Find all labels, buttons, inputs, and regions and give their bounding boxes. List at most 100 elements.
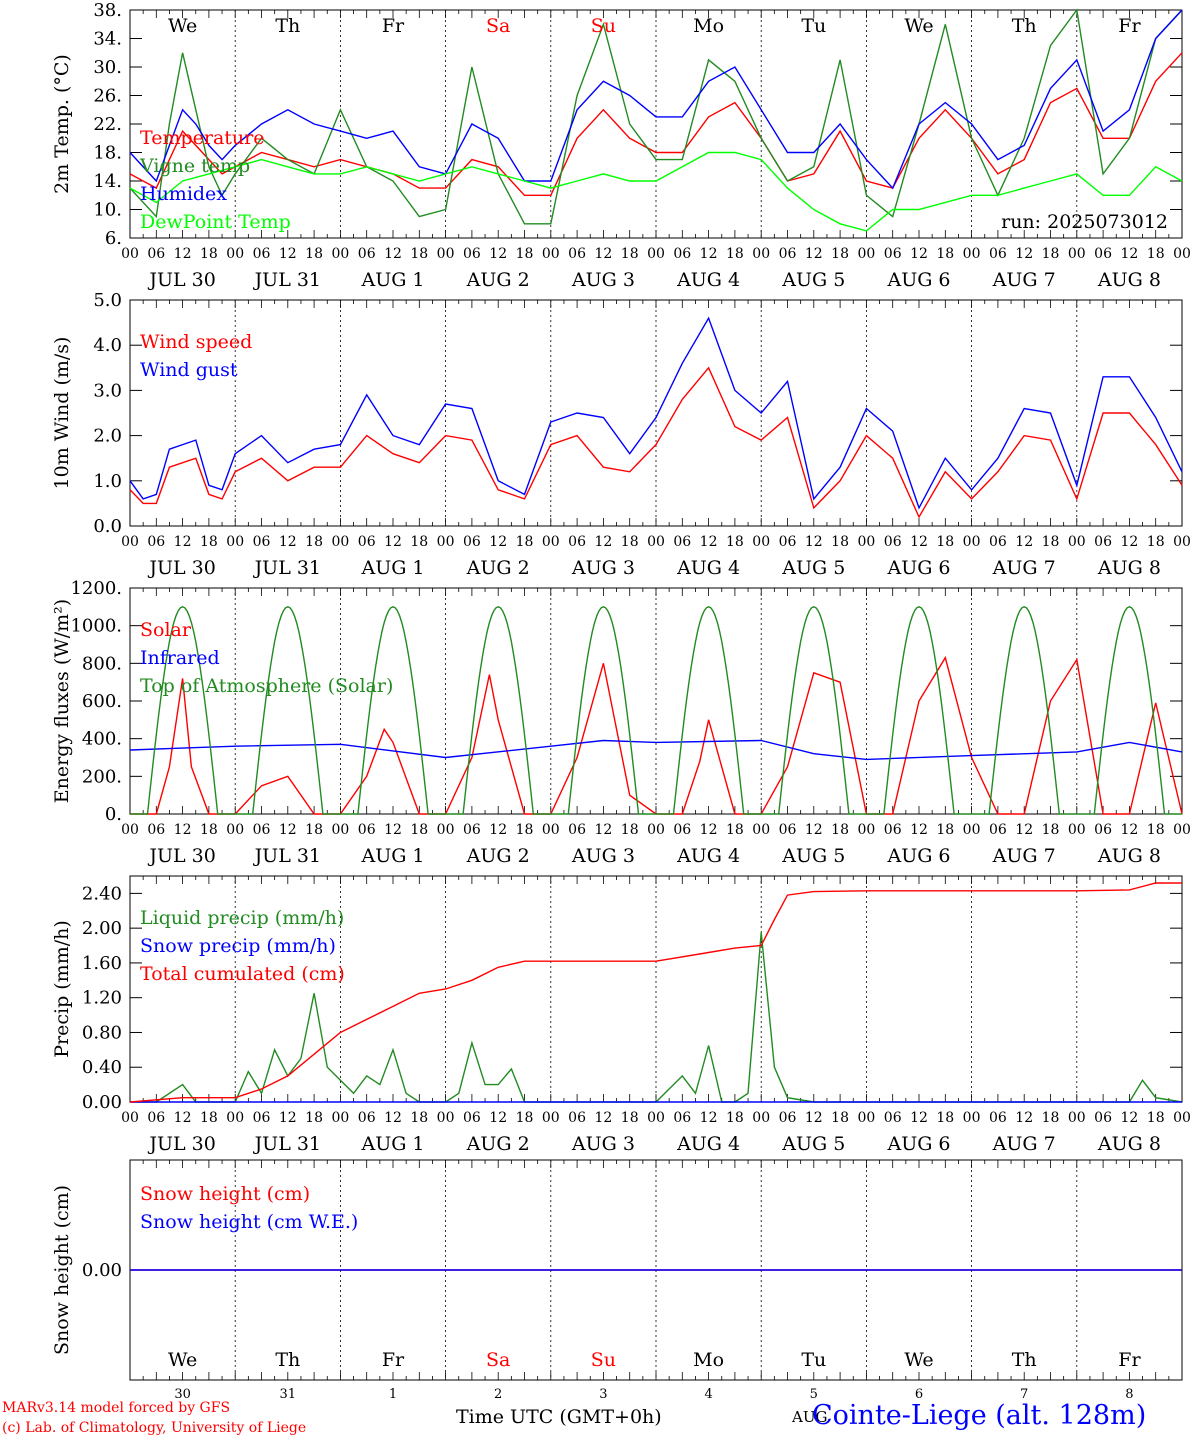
weekday-label-top: Mo — [693, 15, 724, 37]
series-line-3 — [129, 9, 1183, 190]
date-label: AUG 2 — [466, 1133, 530, 1155]
date-label: AUG 4 — [676, 557, 740, 579]
hour-label: 12 — [594, 246, 612, 262]
y-tick-label: 2.00 — [82, 918, 122, 939]
date-label: AUG 5 — [781, 269, 845, 291]
series-line-2 — [129, 316, 1183, 510]
hour-label: 18 — [305, 246, 323, 262]
y-tick-label: 2.40 — [82, 883, 122, 904]
hour-label: 18 — [516, 822, 534, 838]
hour-label: 12 — [700, 1110, 718, 1126]
day-number-label: 31 — [280, 1387, 297, 1402]
hour-label: 12 — [279, 246, 297, 262]
hour-label: 00 — [437, 246, 455, 262]
hour-label: 06 — [779, 822, 797, 838]
hour-label: 12 — [700, 822, 718, 838]
hour-label: 06 — [463, 534, 481, 550]
date-label: AUG 6 — [886, 845, 950, 867]
hour-label: 18 — [305, 1110, 323, 1126]
date-label: AUG 6 — [886, 557, 950, 579]
hour-label: 12 — [384, 822, 402, 838]
hour-label: 18 — [1042, 246, 1060, 262]
y-tick-label: 1.20 — [82, 988, 122, 1009]
hour-label: 06 — [1094, 1110, 1112, 1126]
hour-label: 00 — [963, 246, 981, 262]
y-tick-label: 0. — [105, 804, 122, 825]
series-line-1 — [129, 366, 1183, 519]
series-line-2 — [129, 8, 1183, 225]
legend-entry: Humidex — [140, 183, 227, 205]
hour-label: 06 — [463, 246, 481, 262]
weekday-label-bottom: Fr — [1118, 1349, 1141, 1371]
hour-label: 00 — [963, 1110, 981, 1126]
hour-label: 12 — [805, 534, 823, 550]
hour-label: 00 — [857, 534, 875, 550]
hour-label: 06 — [147, 822, 165, 838]
hour-label: 18 — [516, 246, 534, 262]
weekday-label-top: We — [168, 15, 197, 37]
hour-label: 00 — [331, 246, 349, 262]
hour-label: 12 — [489, 1110, 507, 1126]
hour-label: 06 — [884, 822, 902, 838]
panel-frame — [129, 587, 1183, 815]
date-label: JUL 31 — [253, 845, 321, 867]
series-line-1 — [130, 932, 1183, 1103]
date-label: AUG 3 — [571, 269, 635, 291]
panel-1: 6. 10. 14. 18. 22. 26. 30. 34. 38. 2m Temp. (°C) 0… — [51, 0, 1191, 291]
date-label: AUG 7 — [992, 557, 1056, 579]
panel-5: 0.00 Snow height (cm) Snow height (cm) Snow… — [51, 1159, 1183, 1381]
hour-label: 12 — [279, 822, 297, 838]
hour-label: 18 — [1147, 246, 1165, 262]
hour-label: 06 — [147, 534, 165, 550]
date-label: AUG 7 — [992, 845, 1056, 867]
hour-label: 00 — [1068, 822, 1086, 838]
hour-label: 18 — [831, 246, 849, 262]
legend-entry: Snow height (cm W.E.) — [140, 1211, 358, 1233]
hour-label: 18 — [726, 246, 744, 262]
hour-label: 00 — [542, 246, 560, 262]
y-tick-label: 200. — [82, 766, 122, 787]
hour-label: 12 — [384, 1110, 402, 1126]
y-tick-label: 2.0 — [93, 426, 122, 447]
date-label: AUG 3 — [571, 1133, 635, 1155]
hour-label: 18 — [621, 1110, 639, 1126]
date-label: JUL 30 — [147, 557, 215, 579]
series-line-1 — [129, 52, 1183, 196]
day-number-label: 4 — [704, 1387, 712, 1402]
hour-label: 12 — [910, 246, 928, 262]
hour-label: 06 — [253, 534, 271, 550]
hour-label: 06 — [779, 246, 797, 262]
hour-label: 06 — [673, 246, 691, 262]
weekday-label-top: Th — [1012, 15, 1037, 37]
hour-label: 00 — [437, 534, 455, 550]
y-axis-title: Energy fluxes (W/m²) — [51, 599, 73, 803]
hour-label: 00 — [1173, 1110, 1191, 1126]
hour-label: 06 — [147, 246, 165, 262]
date-label: AUG 8 — [1097, 269, 1161, 291]
x-axis-title: Time UTC (GMT+0h) — [456, 1406, 662, 1428]
date-label: AUG 7 — [992, 1133, 1056, 1155]
hour-label: 00 — [437, 1110, 455, 1126]
hour-label: 12 — [1120, 822, 1138, 838]
y-tick-label: 1.60 — [82, 953, 122, 974]
hour-label: 00 — [752, 534, 770, 550]
hour-label: 00 — [963, 534, 981, 550]
hour-label: 06 — [568, 246, 586, 262]
hour-label: 12 — [174, 534, 192, 550]
y-tick-label: 4.0 — [93, 335, 122, 356]
legend-entry: Wind speed — [140, 331, 252, 353]
y-tick-label: 1000. — [70, 616, 122, 637]
day-number-label: 1 — [389, 1387, 397, 1402]
hour-label: 18 — [410, 246, 428, 262]
hour-label: 00 — [1068, 534, 1086, 550]
hour-label: 06 — [358, 1110, 376, 1126]
series-line-1 — [130, 655, 1183, 815]
hour-label: 18 — [726, 822, 744, 838]
date-label: JUL 31 — [253, 1133, 321, 1155]
weekday-label-bottom: Mo — [693, 1349, 724, 1371]
hour-label: 00 — [857, 822, 875, 838]
hour-label: 12 — [805, 1110, 823, 1126]
weekday-label-bottom: We — [168, 1349, 197, 1371]
date-label: AUG 1 — [360, 845, 424, 867]
weekday-label-top: We — [904, 15, 933, 37]
